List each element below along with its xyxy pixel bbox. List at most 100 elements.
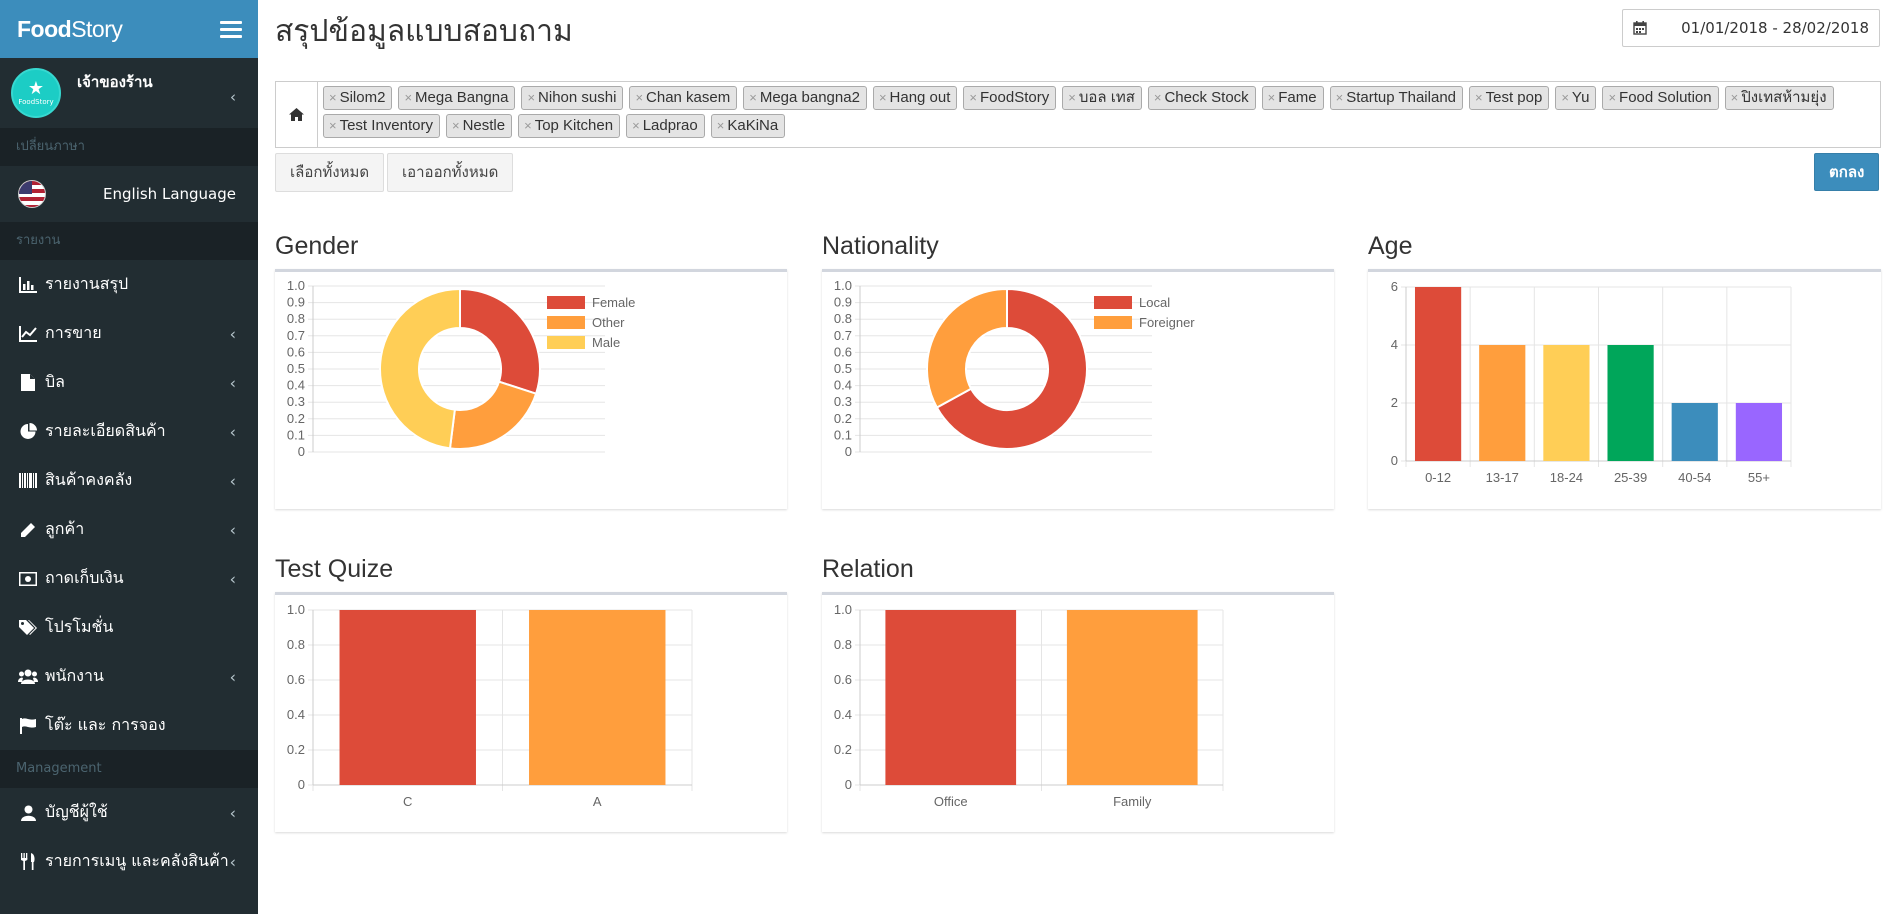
remove-tag-icon[interactable]: × <box>878 90 887 105</box>
user-name: เจ้าของร้าน <box>77 73 153 91</box>
sidebar-header-language: เปลี่ยนภาษา <box>0 128 258 166</box>
branch-tag[interactable]: × Test Inventory <box>323 114 440 138</box>
branch-filter-addon <box>276 82 318 147</box>
branch-tag[interactable]: × Chan kasem <box>629 86 738 110</box>
sidebar-item[interactable]: ลูกค้า ‹ <box>0 505 258 554</box>
branch-tag[interactable]: × Fame <box>1261 86 1324 110</box>
branch-tag[interactable]: × Top Kitchen <box>518 114 621 138</box>
branch-tag-label: Top Kitchen <box>534 117 614 134</box>
branch-tag[interactable]: × Food Solution <box>1602 86 1719 110</box>
language-switch[interactable]: English Language <box>0 166 258 222</box>
y-tick-label: 1.0 <box>834 278 852 293</box>
chevron-left-icon: ‹ <box>229 569 236 588</box>
branch-tag-label: Test pop <box>1485 89 1543 106</box>
sidebar-item[interactable]: รายละเอียดสินค้า ‹ <box>0 407 258 456</box>
y-tick-label: 1.0 <box>287 602 305 617</box>
branch-tag-label: Mega Bangna <box>415 89 509 106</box>
sidebar-item[interactable]: บิล ‹ <box>0 358 258 407</box>
sidebar-item-label: โปรโมชั่น <box>45 617 114 636</box>
remove-tag-icon[interactable]: × <box>635 90 644 105</box>
branch-tag[interactable]: × Test pop <box>1469 86 1550 110</box>
remove-tag-icon[interactable]: × <box>1608 90 1617 105</box>
x-tick-label: C <box>403 794 412 809</box>
y-tick-label: 0.5 <box>834 361 852 376</box>
branch-tag-label: Mega bangna2 <box>759 89 860 106</box>
sidebar-menu: รายงานสรุปการขาย ‹ บิล ‹ รายละเอียดสินค้า ‹ สิ… <box>0 260 258 750</box>
y-tick-label: 0.2 <box>287 411 305 426</box>
branch-tags[interactable]: × Silom2 × Mega Bangna × Nihon sushi × Chan kas… <box>318 82 1880 147</box>
remove-tag-icon[interactable]: × <box>404 90 413 105</box>
sidebar-item[interactable]: รายงานสรุป <box>0 260 258 309</box>
gender-panel: Gender 1.0 0.9 0.8 0.7 0.6 0.5 0.4 0.3 0.2 0.1 0 Fe… <box>275 229 787 509</box>
remove-tag-icon[interactable]: × <box>1475 90 1483 105</box>
y-tick-label: 0.2 <box>287 742 305 757</box>
remove-tag-icon[interactable]: × <box>969 90 978 105</box>
user-icon <box>17 805 39 821</box>
remove-tag-icon[interactable]: × <box>1561 90 1569 105</box>
branch-tag[interactable]: × ปิงเทสห้ามยุ่ง <box>1724 86 1834 110</box>
remove-tag-icon[interactable]: × <box>632 118 640 133</box>
nationality-panel: Nationality 1.0 0.9 0.8 0.7 0.6 0.5 0.4 0.3 0.2 0… <box>822 229 1334 509</box>
select-all-button[interactable]: เลือกทั้งหมด <box>275 153 385 192</box>
remove-tag-icon[interactable]: × <box>1153 90 1162 105</box>
y-tick-label: 0.7 <box>287 328 305 343</box>
remove-tag-icon[interactable]: × <box>1068 90 1076 105</box>
branch-tag[interactable]: × Nestle <box>445 114 513 138</box>
remove-tag-icon[interactable]: × <box>524 118 532 133</box>
remove-tag-icon[interactable]: × <box>329 118 337 133</box>
remove-tag-icon[interactable]: × <box>1335 90 1344 105</box>
sidebar-item[interactable]: โปรโมชั่น <box>0 603 258 652</box>
sidebar-item[interactable]: สินค้าคงคลัง ‹ <box>0 456 258 505</box>
branch-tag[interactable]: × บอล เทส <box>1062 86 1142 110</box>
chevron-left-icon: ‹ <box>229 803 236 822</box>
branch-tag[interactable]: × Mega bangna2 <box>743 86 867 110</box>
sidebar-item[interactable]: พนักงาน ‹ <box>0 652 258 701</box>
legend-label: Male <box>592 335 620 350</box>
branch-tag[interactable]: × Yu <box>1555 86 1597 110</box>
y-tick-label: 0.4 <box>834 707 852 722</box>
sidebar-item[interactable]: ถาดเก็บเงิน ‹ <box>0 554 258 603</box>
date-range-value: 01/01/2018 - 28/02/2018 <box>1681 19 1869 37</box>
remove-tag-icon[interactable]: × <box>716 118 725 133</box>
legend-swatch <box>547 296 585 309</box>
clear-all-button[interactable]: เอาออกทั้งหมด <box>387 153 514 192</box>
branch-tag[interactable]: × Nihon sushi <box>521 86 624 110</box>
sidebar-item[interactable]: โต๊ะ และ การจอง <box>0 701 258 750</box>
chevron-left-icon: ‹ <box>229 324 236 343</box>
x-tick-label: 25-39 <box>1614 470 1647 485</box>
branch-tag[interactable]: × FoodStory <box>963 86 1057 110</box>
y-tick-label: 4 <box>1391 337 1398 352</box>
remove-tag-icon[interactable]: × <box>1730 90 1739 105</box>
remove-tag-icon[interactable]: × <box>749 90 757 105</box>
pencil-icon <box>17 522 39 538</box>
sidebar-item[interactable]: บัญชีผู้ใช้ ‹ <box>0 788 258 837</box>
branch-tag[interactable]: × Mega Bangna <box>398 86 516 110</box>
y-tick-label: 0.2 <box>834 742 852 757</box>
bar <box>1066 610 1198 785</box>
remove-tag-icon[interactable]: × <box>1267 90 1276 105</box>
branch-tag[interactable]: × Hang out <box>872 86 958 110</box>
submit-button[interactable]: ตกลง <box>1814 153 1880 191</box>
gender-chart-box: 1.0 0.9 0.8 0.7 0.6 0.5 0.4 0.3 0.2 0.1 0 Female Oth… <box>275 269 787 509</box>
chevron-left-icon: ‹ <box>229 520 236 539</box>
legend-label: Foreigner <box>1139 315 1195 330</box>
branch-tag[interactable]: × Ladprao <box>626 114 705 138</box>
menu-toggle-icon[interactable] <box>220 20 242 38</box>
sidebar-item-label: การขาย <box>45 323 102 342</box>
chevron-left-icon[interactable]: ‹ <box>230 88 236 106</box>
y-tick-label: 0 <box>845 777 852 792</box>
chevron-left-icon: ‹ <box>229 471 236 490</box>
brand-logo[interactable]: FoodStory <box>17 15 123 42</box>
remove-tag-icon[interactable]: × <box>329 90 337 105</box>
branch-tag[interactable]: × Silom2 <box>323 86 393 110</box>
branch-tag[interactable]: × Startup Thailand <box>1329 86 1464 110</box>
remove-tag-icon[interactable]: × <box>451 118 460 133</box>
remove-tag-icon[interactable]: × <box>527 90 536 105</box>
x-tick-label: 13-17 <box>1486 470 1519 485</box>
sidebar-item[interactable]: รายการเมนู และคลังสินค้า ‹ <box>0 837 258 886</box>
branch-tag[interactable]: × Check Stock <box>1147 86 1256 110</box>
branch-tag[interactable]: × KaKiNa <box>710 114 786 138</box>
branch-tag-label: KaKiNa <box>727 117 779 134</box>
date-range-picker[interactable]: 01/01/2018 - 28/02/2018 <box>1622 9 1880 47</box>
sidebar-item[interactable]: การขาย ‹ <box>0 309 258 358</box>
